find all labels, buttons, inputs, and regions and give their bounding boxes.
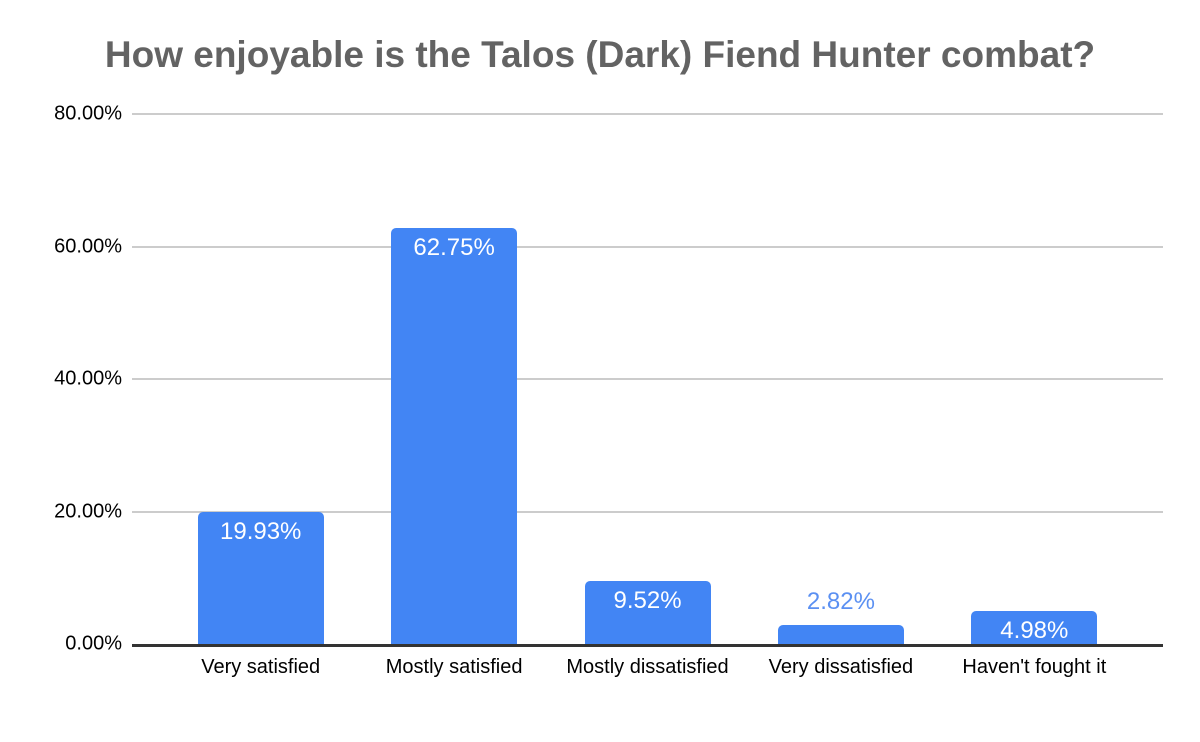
bar-slot-very-dissatisfied: 2.82% <box>744 114 937 644</box>
bar-value-label: 19.93% <box>220 517 302 545</box>
x-axis-category-label: Mostly dissatisfied <box>566 656 729 678</box>
gridline-40 <box>132 378 1163 380</box>
y-axis-tick-label: 0.00% <box>65 632 122 655</box>
plot-area: 19.93% 62.75% 9.52% 2.82% 4.98% <box>132 113 1163 647</box>
gridline-80 <box>132 113 1163 115</box>
y-axis: 80.00% 60.00% 40.00% 20.00% 0.00% <box>0 103 122 655</box>
x-axis-category-label: Very dissatisfied <box>768 656 914 678</box>
x-label-slot: Mostly dissatisfied <box>551 656 744 679</box>
x-axis-labels: Very satisfied Mostly satisfied Mostly dis… <box>164 656 1131 679</box>
y-axis-tick-label: 40.00% <box>54 367 122 390</box>
bar-haven-t-fought-it: 4.98% <box>971 611 1098 645</box>
bars-row: 19.93% 62.75% 9.52% 2.82% 4.98% <box>164 114 1131 644</box>
x-axis-category-label: Haven't fought it <box>962 656 1107 678</box>
x-label-slot: Very dissatisfied <box>744 656 937 679</box>
bar-very-dissatisfied: 2.82% <box>777 588 904 644</box>
x-label-slot: Very satisfied <box>164 656 357 679</box>
bar-slot-mostly-satisfied: 62.75% <box>357 114 550 644</box>
x-axis-category-label: Mostly satisfied <box>385 656 523 678</box>
y-axis-tick-label: 80.00% <box>54 102 122 125</box>
bar-value-label: 62.75% <box>413 234 495 262</box>
x-label-slot: Haven't fought it <box>938 656 1131 679</box>
bar-very-satisfied: 19.93% <box>197 511 324 644</box>
x-axis-line <box>132 644 1163 647</box>
bar-slot-mostly-dissatisfied: 9.52% <box>551 114 744 644</box>
x-axis-category-label: Very satisfied <box>201 656 321 678</box>
chart-title: How enjoyable is the Talos (Dark) Fiend … <box>104 34 1096 75</box>
bar-mostly-dissatisfied: 9.52% <box>584 580 711 644</box>
bar-value-label: 2.82% <box>806 588 875 616</box>
y-axis-tick-label: 60.00% <box>54 235 122 257</box>
bar-mostly-satisfied: 62.75% <box>391 228 518 644</box>
bar-slot-very-satisfied: 19.93% <box>164 114 357 644</box>
gridline-20 <box>132 510 1163 513</box>
bar-slot-haven-t-fought-it: 4.98% <box>938 114 1131 644</box>
bar-value-label: 9.52% <box>613 586 682 614</box>
x-label-slot: Mostly satisfied <box>357 656 550 679</box>
bar-value-label: 4.98% <box>1000 617 1069 645</box>
y-axis-tick-label: 20.00% <box>54 500 122 522</box>
gridline-60 <box>132 245 1163 248</box>
